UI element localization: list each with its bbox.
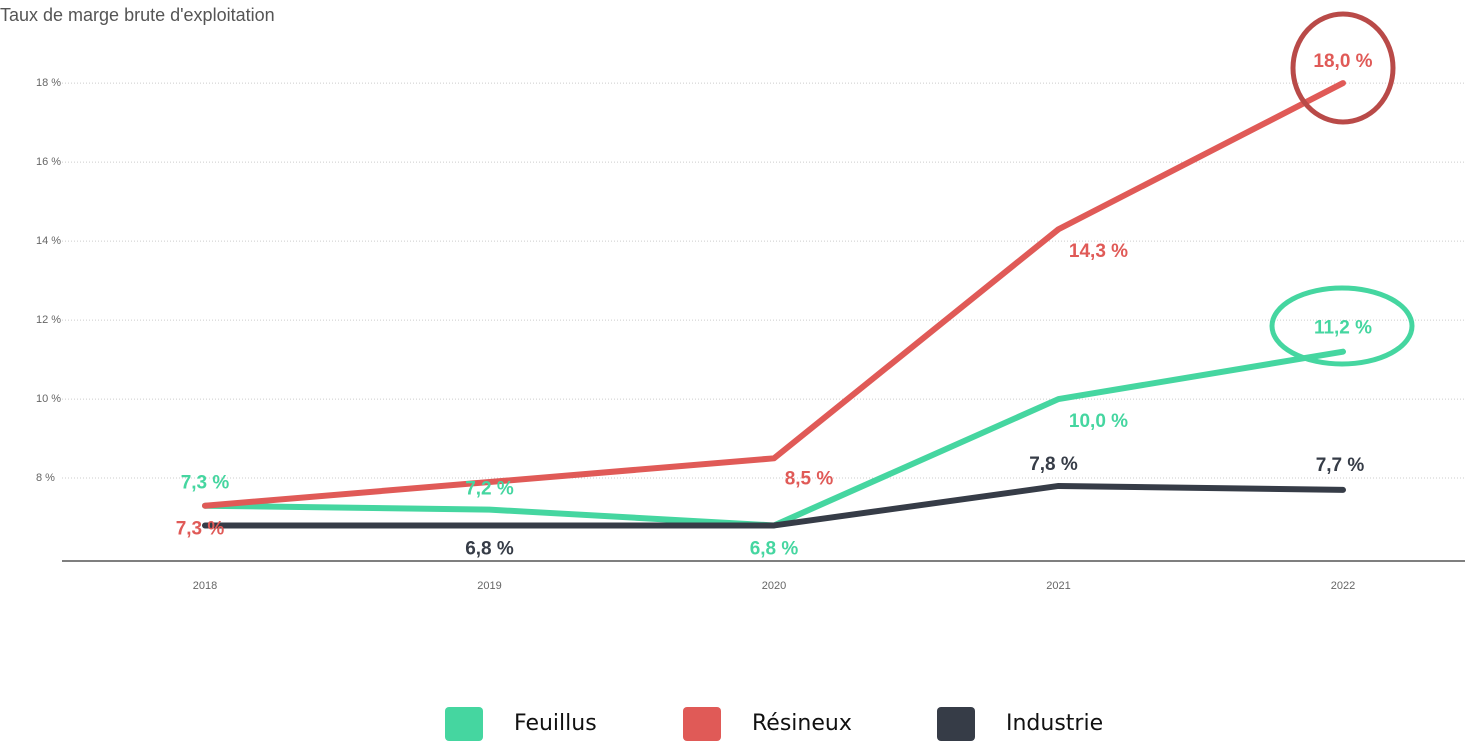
series-line — [202, 80, 1346, 509]
value-label: 6,8 % — [465, 538, 514, 559]
value-label: 7,2 % — [465, 479, 514, 500]
y-tick-label: 18 % — [36, 77, 61, 89]
value-label: 7,7 % — [1316, 455, 1365, 476]
lines — [202, 80, 1346, 529]
legend-swatch — [937, 707, 975, 741]
value-label: 10,0 % — [1069, 411, 1128, 432]
y-tick-label: 16 % — [36, 156, 61, 168]
series-line — [202, 482, 1346, 529]
x-tick-label: 2019 — [477, 580, 501, 592]
legend-label: Feuillus — [514, 711, 597, 736]
value-label: 11,2 % — [1314, 318, 1372, 339]
legend-label: Résineux — [752, 711, 852, 736]
legend: Feuillus Résineux Industrie — [445, 707, 1103, 741]
legend-swatch — [683, 707, 721, 741]
legend-swatch — [445, 707, 483, 741]
value-labels: 7,3 % 7,2 % 6,8 % 10,0 % 11,2 % 7,3 % 8,5 % 14,… — [176, 51, 1373, 559]
highlight-circle — [1290, 11, 1396, 125]
legend-label: Industrie — [1006, 711, 1103, 736]
highlight-circle — [1269, 285, 1415, 367]
value-label: 7,3 % — [181, 473, 230, 494]
y-tick-label: 8 % — [36, 472, 55, 484]
y-tick-label: 12 % — [36, 314, 61, 326]
x-tick-label: 2022 — [1331, 580, 1355, 592]
value-label: 18,0 % — [1313, 51, 1372, 72]
value-label: 7,8 % — [1029, 454, 1078, 475]
x-tick-label: 2021 — [1046, 580, 1070, 592]
grid: 8 % 10 % 12 % 14 % 16 % 18 % 2018 2019 2020 2021 2… — [36, 77, 1465, 592]
x-tick-label: 2018 — [193, 580, 217, 592]
value-label: 8,5 % — [785, 468, 834, 489]
y-tick-label: 14 % — [36, 235, 61, 247]
value-label: 14,3 % — [1069, 241, 1128, 262]
value-label: 7,3 % — [176, 519, 225, 540]
x-tick-label: 2020 — [762, 580, 786, 592]
value-label: 6,8 % — [750, 538, 799, 559]
series-line — [202, 348, 1346, 529]
y-tick-label: 10 % — [36, 393, 61, 405]
chart-title: Taux de marge brute d'exploitation — [0, 5, 275, 25]
